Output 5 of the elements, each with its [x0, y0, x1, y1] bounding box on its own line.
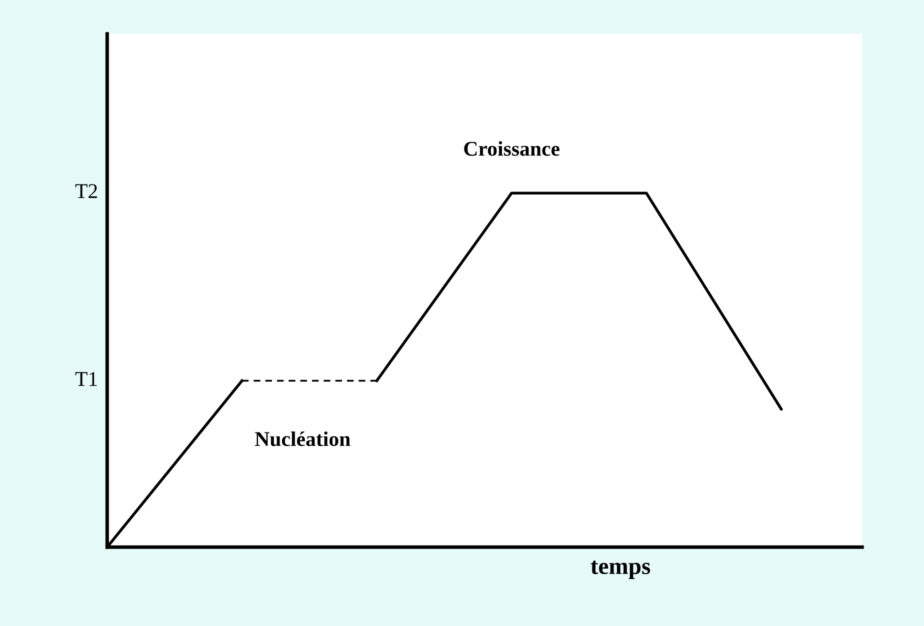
text: Croissance — [464, 141, 560, 156]
text: T1 — [75, 372, 97, 386]
annotation: Nucléation — [255, 431, 350, 446]
x-axis-title: temps — [590, 560, 650, 579]
text: T2 — [75, 184, 97, 198]
